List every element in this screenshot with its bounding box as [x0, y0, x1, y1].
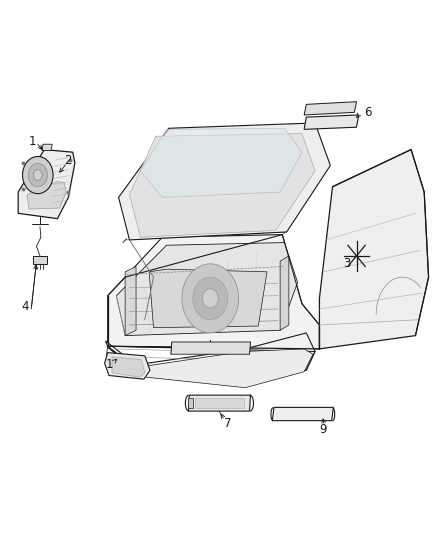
- Text: 1: 1: [28, 135, 36, 148]
- Polygon shape: [27, 181, 66, 209]
- Circle shape: [33, 169, 42, 180]
- Text: 2: 2: [65, 154, 72, 167]
- Polygon shape: [188, 395, 251, 411]
- Polygon shape: [171, 342, 251, 354]
- Text: 1: 1: [105, 358, 113, 372]
- Text: 3: 3: [343, 257, 350, 270]
- Polygon shape: [33, 256, 46, 264]
- Polygon shape: [108, 235, 319, 349]
- Polygon shape: [141, 128, 302, 197]
- Polygon shape: [108, 348, 313, 387]
- Polygon shape: [280, 256, 289, 330]
- Circle shape: [182, 264, 239, 333]
- Polygon shape: [195, 398, 244, 408]
- Circle shape: [28, 164, 47, 187]
- Text: 9: 9: [319, 423, 327, 436]
- Polygon shape: [130, 134, 315, 237]
- Polygon shape: [105, 353, 150, 379]
- Polygon shape: [304, 115, 359, 130]
- Polygon shape: [117, 243, 297, 336]
- Polygon shape: [18, 150, 75, 219]
- Circle shape: [193, 277, 228, 320]
- Polygon shape: [187, 398, 193, 408]
- Polygon shape: [304, 102, 357, 115]
- Circle shape: [22, 157, 53, 193]
- Polygon shape: [319, 150, 428, 349]
- Text: 6: 6: [364, 106, 371, 119]
- Polygon shape: [112, 357, 145, 377]
- Polygon shape: [119, 123, 330, 240]
- Polygon shape: [106, 333, 315, 386]
- Text: 4: 4: [21, 300, 28, 313]
- Polygon shape: [149, 269, 267, 328]
- Polygon shape: [42, 144, 52, 151]
- Polygon shape: [272, 407, 333, 421]
- Polygon shape: [125, 266, 136, 336]
- Text: 7: 7: [224, 417, 231, 430]
- Circle shape: [202, 289, 218, 308]
